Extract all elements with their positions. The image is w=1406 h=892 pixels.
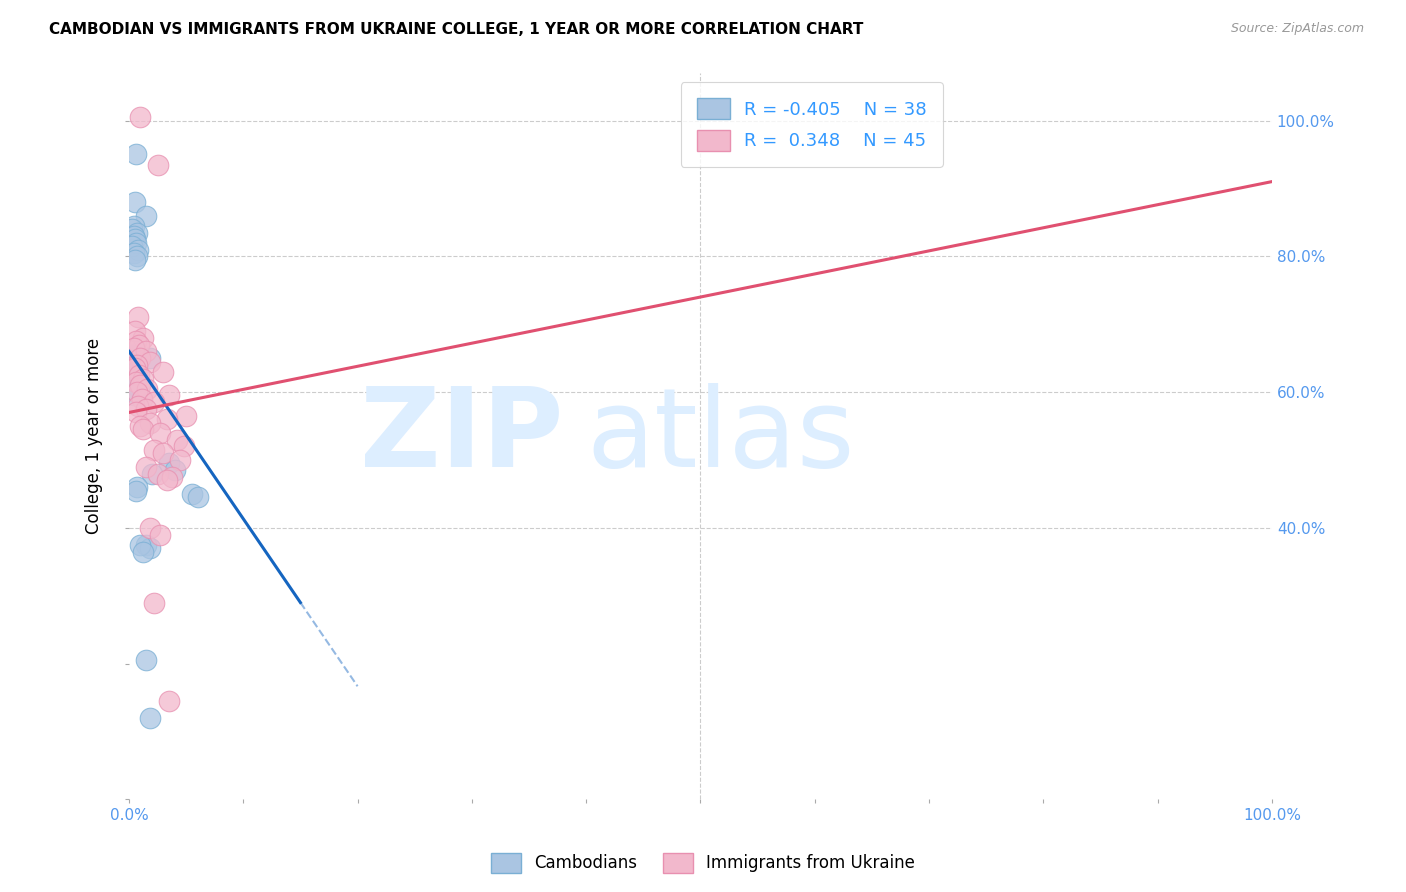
Point xyxy=(138,354,160,368)
Point xyxy=(174,409,197,423)
Point xyxy=(156,474,179,488)
Point xyxy=(141,467,163,481)
Point xyxy=(135,653,157,667)
Point xyxy=(128,337,150,351)
Point xyxy=(122,246,145,260)
Point xyxy=(125,375,148,389)
Point xyxy=(125,371,148,385)
Point xyxy=(127,399,149,413)
Point xyxy=(132,371,155,385)
Point xyxy=(149,425,172,440)
Point xyxy=(138,541,160,556)
Point xyxy=(180,487,202,501)
Point xyxy=(166,433,188,447)
Point xyxy=(127,375,149,389)
Point xyxy=(128,382,150,396)
Point xyxy=(121,239,143,253)
Point xyxy=(125,480,148,494)
Text: Source: ZipAtlas.com: Source: ZipAtlas.com xyxy=(1230,22,1364,36)
Point xyxy=(125,226,148,240)
Point xyxy=(138,416,160,430)
Point xyxy=(125,385,148,400)
Point xyxy=(135,459,157,474)
Point xyxy=(124,361,146,376)
Point xyxy=(127,310,149,325)
Point xyxy=(157,388,180,402)
Point xyxy=(124,194,146,209)
Point xyxy=(124,378,146,392)
Point xyxy=(121,222,143,236)
Point xyxy=(122,341,145,355)
Point xyxy=(122,361,145,376)
Point xyxy=(143,442,166,457)
Point xyxy=(129,378,152,392)
Point xyxy=(152,365,174,379)
Point xyxy=(125,358,148,372)
Point xyxy=(173,439,195,453)
Point xyxy=(122,219,145,233)
Point xyxy=(157,456,180,470)
Point xyxy=(187,491,209,505)
Point xyxy=(125,235,148,250)
Text: CAMBODIAN VS IMMIGRANTS FROM UKRAINE COLLEGE, 1 YEAR OR MORE CORRELATION CHART: CAMBODIAN VS IMMIGRANTS FROM UKRAINE COL… xyxy=(49,22,863,37)
Point xyxy=(125,483,148,498)
Point xyxy=(127,243,149,257)
Point xyxy=(132,422,155,436)
Point xyxy=(132,544,155,558)
Point xyxy=(132,331,155,345)
Point xyxy=(169,453,191,467)
Point xyxy=(135,344,157,359)
Point xyxy=(146,467,169,481)
Point xyxy=(135,209,157,223)
Legend: Cambodians, Immigrants from Ukraine: Cambodians, Immigrants from Ukraine xyxy=(485,847,921,880)
Point xyxy=(143,395,166,409)
Point xyxy=(131,392,153,406)
Point xyxy=(135,402,157,417)
Point xyxy=(125,334,148,348)
Point xyxy=(125,249,148,263)
Point xyxy=(138,351,160,365)
Point xyxy=(125,405,148,419)
Point xyxy=(129,110,152,124)
Point xyxy=(129,538,152,552)
Point xyxy=(122,228,145,243)
Point xyxy=(122,388,145,402)
Point xyxy=(125,368,148,383)
Point xyxy=(124,365,146,379)
Point xyxy=(138,711,160,725)
Point xyxy=(124,324,146,338)
Point xyxy=(162,470,184,484)
Point xyxy=(128,368,150,383)
Point xyxy=(143,596,166,610)
Point xyxy=(124,252,146,267)
Point xyxy=(138,521,160,535)
Point xyxy=(146,158,169,172)
Y-axis label: College, 1 year or more: College, 1 year or more xyxy=(86,338,103,534)
Point xyxy=(156,412,179,426)
Point xyxy=(129,419,152,434)
Text: atlas: atlas xyxy=(586,383,855,490)
Text: ZIP: ZIP xyxy=(360,383,564,490)
Point xyxy=(152,446,174,460)
Point xyxy=(125,385,148,400)
Point xyxy=(163,463,186,477)
Point xyxy=(125,147,148,161)
Point xyxy=(135,538,157,552)
Legend: R = -0.405    N = 38, R =  0.348    N = 45: R = -0.405 N = 38, R = 0.348 N = 45 xyxy=(681,82,943,167)
Point xyxy=(124,232,146,246)
Point xyxy=(157,694,180,708)
Point xyxy=(129,351,152,365)
Point xyxy=(121,348,143,362)
Point xyxy=(136,382,159,396)
Point xyxy=(149,527,172,541)
